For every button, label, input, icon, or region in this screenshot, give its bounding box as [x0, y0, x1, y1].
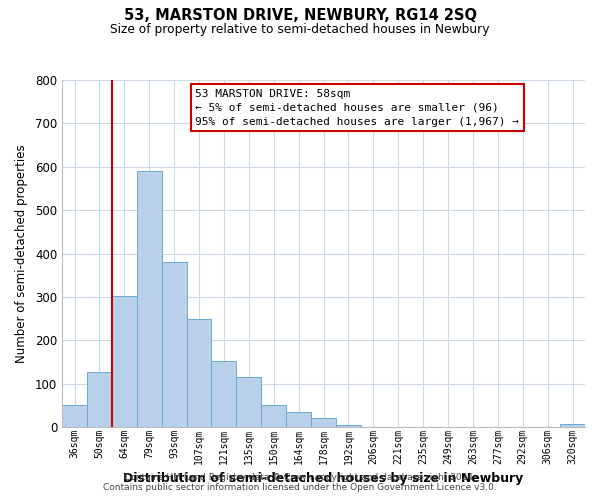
Text: Size of property relative to semi-detached houses in Newbury: Size of property relative to semi-detach…: [110, 22, 490, 36]
Bar: [286, 412, 311, 427]
Bar: [161, 262, 187, 427]
Bar: [311, 418, 336, 427]
Bar: [112, 296, 137, 427]
Bar: [137, 171, 161, 427]
Bar: [87, 372, 112, 427]
Bar: [336, 425, 361, 427]
Text: Contains HM Land Registry data © Crown copyright and database right 2024.
Contai: Contains HM Land Registry data © Crown c…: [103, 473, 497, 492]
Bar: [211, 361, 236, 427]
Bar: [62, 406, 87, 427]
Y-axis label: Number of semi-detached properties: Number of semi-detached properties: [15, 144, 28, 363]
X-axis label: Distribution of semi-detached houses by size in Newbury: Distribution of semi-detached houses by …: [124, 472, 524, 485]
Text: 53, MARSTON DRIVE, NEWBURY, RG14 2SQ: 53, MARSTON DRIVE, NEWBURY, RG14 2SQ: [124, 8, 476, 22]
Bar: [236, 376, 261, 427]
Text: 53 MARSTON DRIVE: 58sqm
← 5% of semi-detached houses are smaller (96)
95% of sem: 53 MARSTON DRIVE: 58sqm ← 5% of semi-det…: [196, 88, 520, 126]
Bar: [261, 406, 286, 427]
Bar: [560, 424, 585, 427]
Bar: [187, 318, 211, 427]
